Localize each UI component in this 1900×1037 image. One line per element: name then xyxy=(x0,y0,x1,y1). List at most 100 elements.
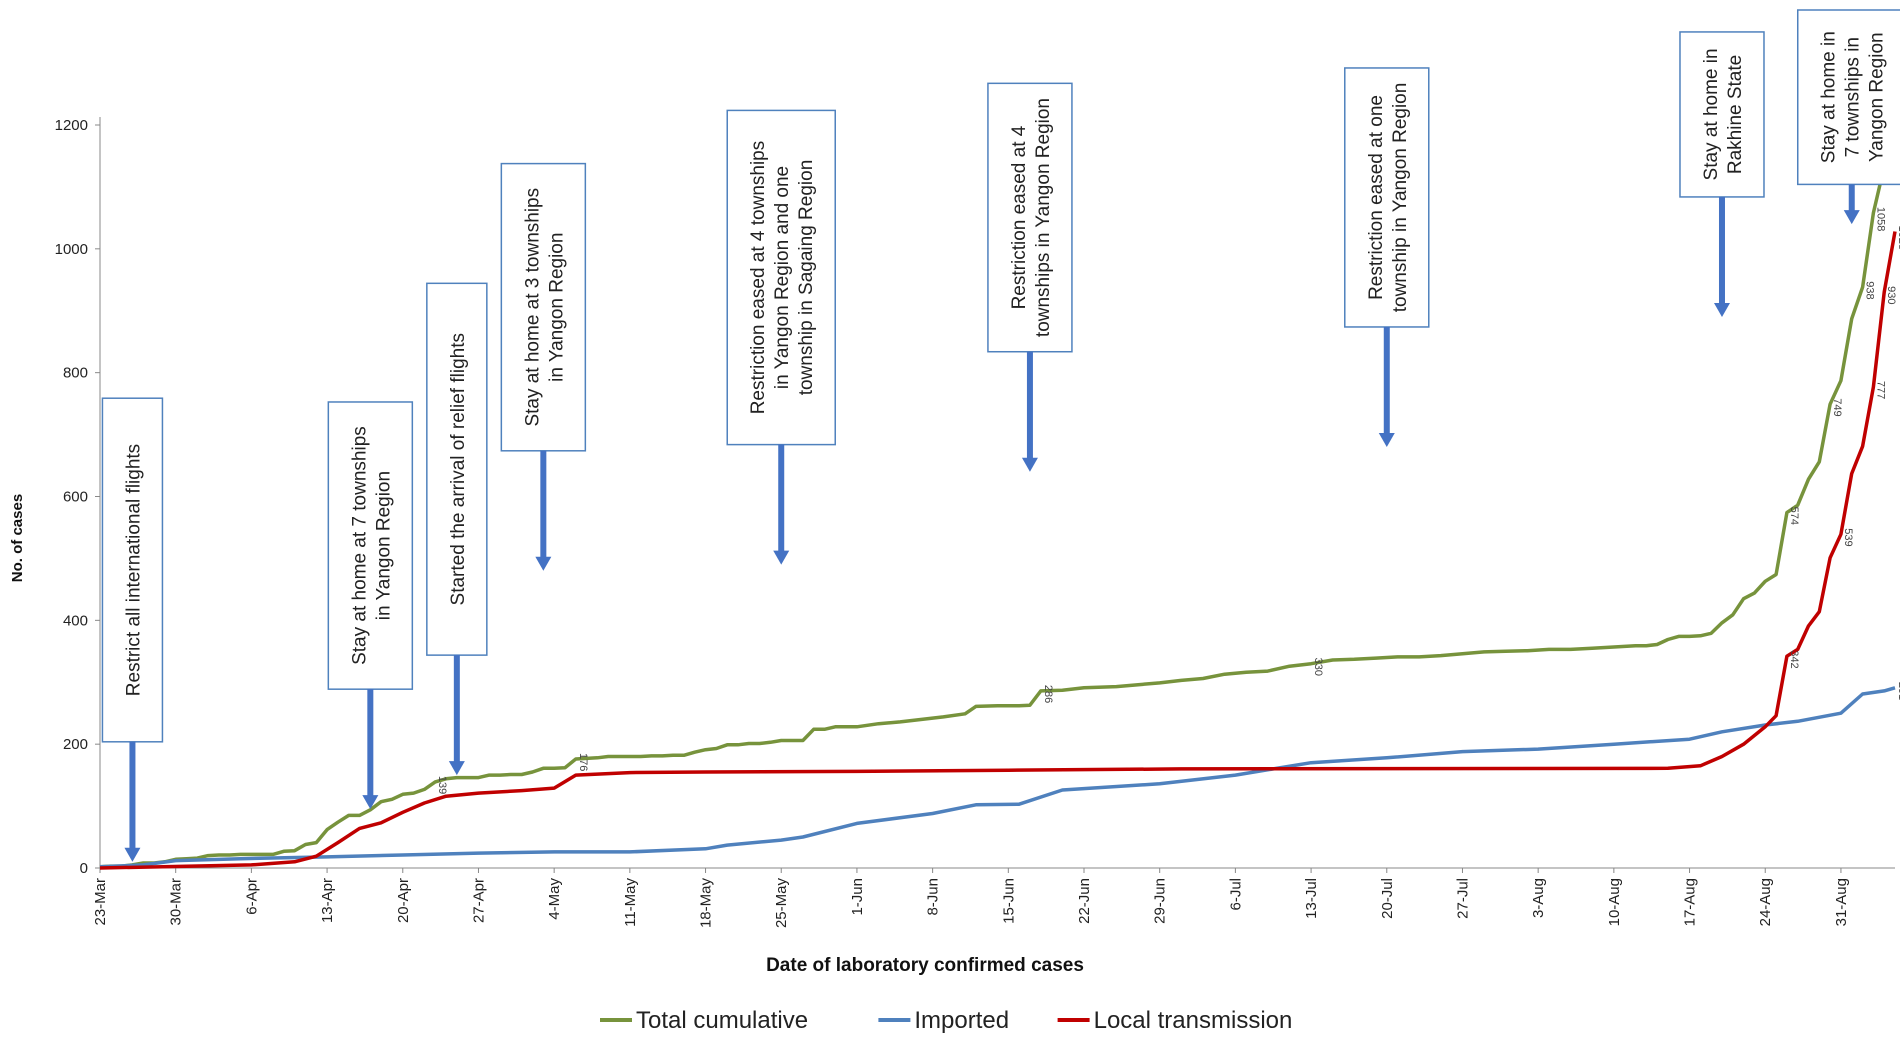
annotation-arrow-head xyxy=(1713,302,1730,317)
data-label: 330 xyxy=(1312,658,1324,676)
x-tick-label: 10-Aug xyxy=(1606,878,1623,926)
series-lines xyxy=(99,124,1897,870)
data-label: 1028 xyxy=(1896,225,1900,249)
annotations: Restrict all international flights Stay a… xyxy=(101,9,1900,862)
x-tick-label: 4-May xyxy=(546,878,563,920)
legend-label: Total cumulative xyxy=(636,1007,808,1034)
series-line-total-cumulative xyxy=(99,124,1897,869)
annotation-text: 7 townships in xyxy=(1843,37,1864,157)
y-tick-label: 1000 xyxy=(55,241,88,258)
y-tick-labels: 0 200 400 600 800 1000 1200 xyxy=(55,117,100,877)
annotation-text: in Yangon Region xyxy=(373,471,394,620)
annotation-text: Restriction eased at 4 xyxy=(1009,125,1030,309)
annotation-arrow-head xyxy=(1843,210,1860,225)
annotation-text: Started the arrival of relief flights xyxy=(448,333,469,605)
data-label: 539 xyxy=(1842,528,1854,546)
annotation: Restriction eased at 4 townships in Yango… xyxy=(987,82,1073,472)
legend-label: Local transmission xyxy=(1094,1007,1293,1034)
annotation-arrow-head xyxy=(362,795,379,810)
x-tick-label: 6-Jul xyxy=(1227,878,1244,911)
annotation-arrow-head xyxy=(448,761,465,776)
data-labels: 1391762863305747499381058113334253977793… xyxy=(436,160,1900,794)
x-tick-label: 27-Apr xyxy=(470,878,487,923)
axes xyxy=(99,117,1895,869)
annotation: Restriction eased at one township in Yang… xyxy=(1344,67,1430,447)
annotation: Stay at home in 7 townships in Yangon Regi… xyxy=(1796,9,1900,225)
annotation: Restrict all international flights xyxy=(101,397,164,862)
x-tick-label: 25-May xyxy=(773,878,790,929)
x-tick-label: 30-Mar xyxy=(168,878,185,926)
annotation-text: Stay at home at 3 townships xyxy=(522,188,543,427)
y-tick-label: 400 xyxy=(63,612,88,629)
x-tick-label: 27-Jul xyxy=(1454,878,1471,919)
data-label: 749 xyxy=(1831,398,1843,416)
y-tick-label: 0 xyxy=(80,860,88,877)
x-tick-label: 20-Apr xyxy=(395,878,412,923)
annotation-arrow-head xyxy=(124,847,141,862)
data-label: 574 xyxy=(1788,507,1800,525)
series-line-imported xyxy=(99,686,1896,869)
data-label: 777 xyxy=(1874,381,1886,399)
annotation-box xyxy=(1679,31,1765,198)
x-tick-label: 18-May xyxy=(698,878,715,929)
x-tick-label: 20-Jul xyxy=(1379,878,1396,919)
data-label: 176 xyxy=(577,753,589,771)
x-axis-title: Date of laboratory confirmed cases xyxy=(766,955,1084,976)
annotation-arrow-head xyxy=(1021,457,1038,472)
annotation-text: Rakhine State xyxy=(1725,55,1746,174)
annotation-box xyxy=(327,401,414,690)
data-label: 139 xyxy=(436,776,448,794)
x-tick-label: 22-Jun xyxy=(1076,878,1093,924)
x-tick-label: 3-Aug xyxy=(1530,878,1547,918)
annotation-text: Restrict all international flights xyxy=(123,444,144,696)
x-tick-label: 31-Aug xyxy=(1833,878,1850,926)
x-tick-label: 13-Apr xyxy=(319,878,336,923)
annotation-text: township in Yangon Region xyxy=(1390,83,1411,313)
y-tick-label: 800 xyxy=(63,365,88,382)
annotation-arrow-head xyxy=(535,556,552,571)
y-tick-label: 200 xyxy=(63,736,88,753)
y-tick-label: 1200 xyxy=(55,117,88,134)
x-tick-label: 13-Jul xyxy=(1303,878,1320,919)
annotation-text: Stay at home in xyxy=(1819,31,1840,163)
annotation-arrow-head xyxy=(773,550,790,565)
series-line-local-transmission xyxy=(99,231,1897,870)
annotation-text: in Yangon Region and one xyxy=(772,166,793,389)
annotation-box xyxy=(101,397,164,743)
legend-label: Imported xyxy=(914,1007,1009,1034)
annotation: Stay at home at 7 townships in Yangon Reg… xyxy=(327,401,414,810)
x-tick-labels: 23-Mar 30-Mar 6-Apr 13-Apr 20-Apr 27-Apr 4-May… xyxy=(92,868,1850,928)
annotation-text: Restriction eased at one xyxy=(1366,95,1387,300)
y-tick-label: 600 xyxy=(63,489,88,506)
annotation: Stay at home in Rakhine State xyxy=(1679,31,1765,317)
annotation-text: township in Sagaing Region xyxy=(796,160,817,396)
data-label: 286 xyxy=(1042,685,1054,703)
x-tick-label: 8-Jun xyxy=(925,878,942,916)
x-tick-label: 17-Aug xyxy=(1682,878,1699,926)
annotation-text: Stay at home at 7 townships xyxy=(349,426,370,665)
annotation-box xyxy=(1796,9,1900,186)
x-tick-label: 23-Mar xyxy=(92,878,109,926)
data-label: 938 xyxy=(1864,281,1876,299)
data-label: 930 xyxy=(1885,286,1897,304)
x-tick-label: 11-May xyxy=(622,878,639,927)
legend: Total cumulative Imported Local transmissi… xyxy=(600,1007,1292,1034)
y-axis-title: No. of cases xyxy=(9,494,26,582)
annotation-box xyxy=(1344,67,1430,328)
x-tick-label: 15-Jun xyxy=(1000,878,1017,924)
annotation-box xyxy=(426,282,488,656)
annotation-text: townships in Yangon Region xyxy=(1033,98,1054,337)
data-label: 1058 xyxy=(1874,207,1886,231)
annotation-box xyxy=(726,109,836,446)
annotation: Restriction eased at 4 townships in Yango… xyxy=(726,109,836,565)
data-label: 342 xyxy=(1788,650,1800,668)
annotation: Started the arrival of relief flights xyxy=(426,282,488,776)
x-tick-label: 6-Apr xyxy=(243,878,260,915)
data-label: 291 xyxy=(1896,682,1900,700)
annotation-box xyxy=(987,82,1073,353)
annotation: Stay at home at 3 townships in Yangon Reg… xyxy=(500,162,587,571)
annotation-text: Yangon Region xyxy=(1867,32,1888,162)
annotation-text: Restriction eased at 4 townships xyxy=(748,141,769,415)
annotation-text: Stay at home in xyxy=(1701,48,1722,180)
